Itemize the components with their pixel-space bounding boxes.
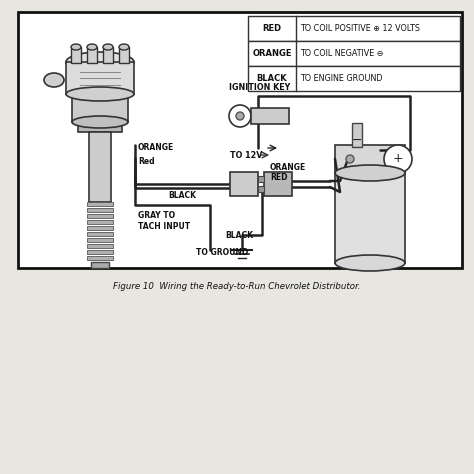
Circle shape [384,145,412,173]
Bar [103,47,113,63]
Ellipse shape [346,155,354,163]
Bar [18,12,462,268]
Text: TO COIL POSITIVE ⊕ 12 VOLTS: TO COIL POSITIVE ⊕ 12 VOLTS [300,24,420,33]
Text: TACH INPUT: TACH INPUT [138,221,190,230]
Bar [87,238,113,242]
Bar [335,145,405,173]
Bar [91,262,109,268]
Text: ORANGE: ORANGE [252,49,292,58]
Bar [89,132,111,202]
Bar [87,214,113,218]
Bar [87,47,97,63]
Text: TO ENGINE GROUND: TO ENGINE GROUND [300,74,383,83]
Bar [87,250,113,254]
Text: TO COIL NEGATIVE ⊖: TO COIL NEGATIVE ⊖ [300,49,383,58]
Text: BLACK: BLACK [225,230,253,239]
Text: Red: Red [138,157,155,166]
Bar [72,94,128,122]
Text: BLACK: BLACK [168,191,196,200]
Bar [248,41,460,66]
Bar [87,208,113,212]
Bar [87,220,113,224]
Ellipse shape [87,44,97,50]
Bar [352,123,362,147]
Text: ORANGE: ORANGE [138,144,174,153]
Ellipse shape [66,52,134,72]
Ellipse shape [335,255,405,271]
Text: RED: RED [263,24,282,33]
Ellipse shape [119,44,129,50]
Circle shape [229,105,251,127]
Bar [87,202,113,206]
Text: TO 12V: TO 12V [230,151,263,159]
Bar [87,244,113,248]
Bar [248,66,460,91]
Text: +: + [392,153,403,165]
Bar [119,47,129,63]
Ellipse shape [66,87,134,101]
Ellipse shape [335,165,405,181]
Bar [335,173,405,263]
Ellipse shape [71,44,81,50]
Bar [258,186,264,192]
Circle shape [236,112,244,120]
Bar [258,176,264,182]
Text: BLACK: BLACK [257,74,287,83]
Bar [78,122,122,132]
Bar [264,172,292,196]
Text: −: − [352,134,362,146]
Text: RED: RED [270,173,288,182]
Ellipse shape [72,116,128,128]
Text: ORANGE: ORANGE [270,164,306,173]
Bar [87,256,113,260]
Text: Figure 10  Wiring the Ready-to-Run Chevrolet Distributor.: Figure 10 Wiring the Ready-to-Run Chevro… [113,282,361,291]
Bar [230,172,258,196]
Bar [87,226,113,230]
Bar [66,62,134,94]
Bar [87,232,113,236]
Ellipse shape [103,44,113,50]
Text: TO GROUND: TO GROUND [196,247,248,256]
Text: IGNITION KEY: IGNITION KEY [229,83,291,92]
Bar [71,47,81,63]
Bar [248,16,460,41]
Bar [251,108,289,124]
Ellipse shape [44,73,64,87]
Text: GRAY TO: GRAY TO [138,210,175,219]
